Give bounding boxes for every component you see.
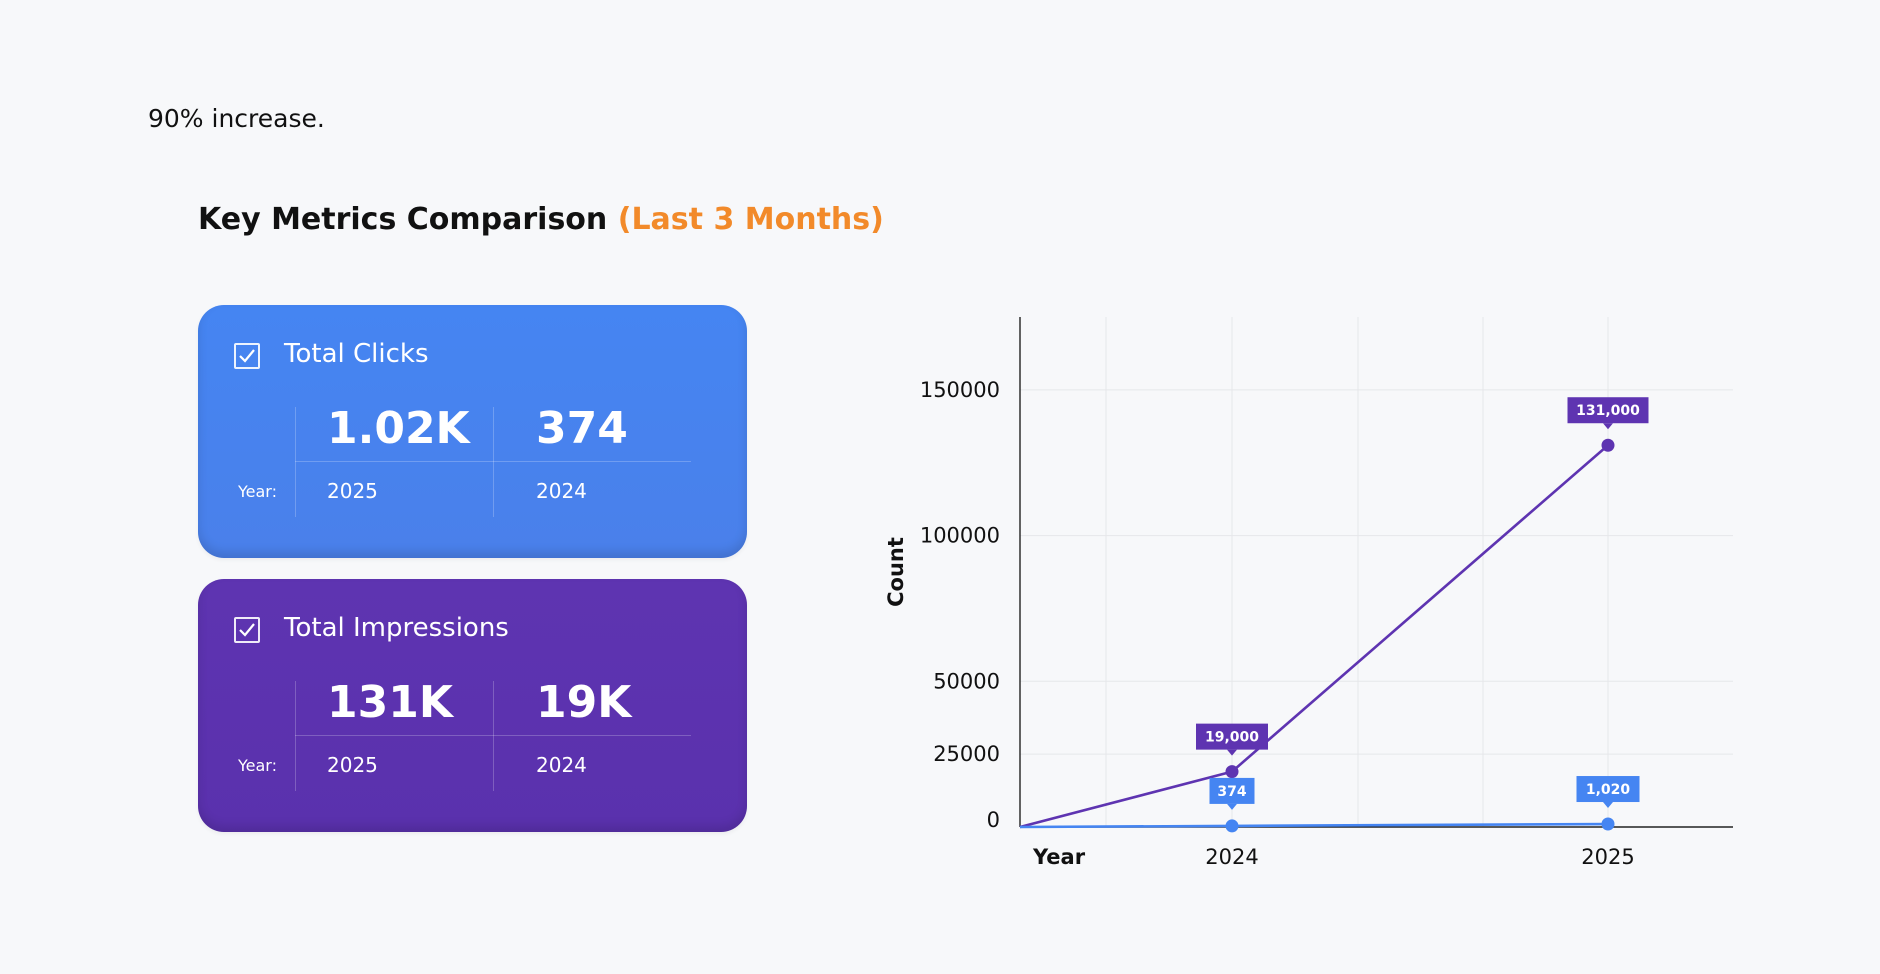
data-label: 19,000 (1205, 730, 1259, 746)
intro-text: 90% increase. (148, 104, 325, 133)
checkbox-checked-icon[interactable] (234, 343, 260, 369)
y-axis-label: Count (884, 537, 908, 607)
year-label: Year: (238, 756, 277, 775)
data-label-box (1209, 777, 1255, 804)
divider (295, 681, 296, 791)
data-label-pointer (1227, 803, 1237, 810)
value-previous: 19K (536, 677, 632, 728)
y-tick-label: 25000 (933, 742, 1000, 766)
x-axis-label: Year (1032, 845, 1086, 869)
total-clicks-card: Total Clicks Year: 1.02K 374 2025 2024 (198, 305, 747, 558)
divider (295, 461, 691, 462)
y-tick-label: 150000 (920, 378, 1000, 402)
y-tick-label: 0 (987, 808, 1000, 832)
data-label-pointer (1603, 802, 1613, 809)
divider (493, 681, 494, 791)
divider (493, 407, 494, 517)
year-previous: 2024 (536, 479, 587, 503)
x-tick-label: 2025 (1581, 845, 1634, 869)
y-tick-label: 50000 (933, 669, 1000, 693)
year-current: 2025 (327, 479, 378, 503)
y-tick-label: 100000 (920, 524, 1000, 548)
data-label-pointer (1603, 423, 1613, 430)
data-label-box (1576, 776, 1640, 803)
value-current: 1.02K (327, 403, 470, 454)
year-label: Year: (238, 482, 277, 501)
section-title: Key Metrics Comparison (Last 3 Months) (198, 202, 884, 237)
value-previous: 374 (536, 403, 628, 454)
data-point (1225, 819, 1239, 833)
data-label: 131,000 (1576, 403, 1640, 419)
data-label-box (1196, 723, 1268, 750)
series-line (1019, 444, 1609, 829)
data-point (1601, 817, 1615, 831)
x-tick-label: 2024 (1205, 845, 1258, 869)
data-label-box (1567, 397, 1649, 424)
year-current: 2025 (327, 753, 378, 777)
card-title: Total Clicks (284, 339, 429, 369)
checkbox-checked-icon[interactable] (234, 617, 260, 643)
section-title-accent: (Last 3 Months) (617, 202, 884, 237)
data-label: 374 (1217, 784, 1246, 800)
card-title: Total Impressions (284, 613, 509, 643)
section-title-main: Key Metrics Comparison (198, 202, 608, 237)
value-current: 131K (327, 677, 453, 728)
year-previous: 2024 (536, 753, 587, 777)
data-label-pointer (1227, 749, 1237, 756)
total-impressions-card: Total Impressions Year: 131K 19K 2025 20… (198, 579, 747, 832)
divider (295, 735, 691, 736)
divider (295, 407, 296, 517)
data-point (1225, 765, 1239, 779)
data-point (1601, 438, 1615, 452)
data-label: 1,020 (1586, 782, 1631, 798)
